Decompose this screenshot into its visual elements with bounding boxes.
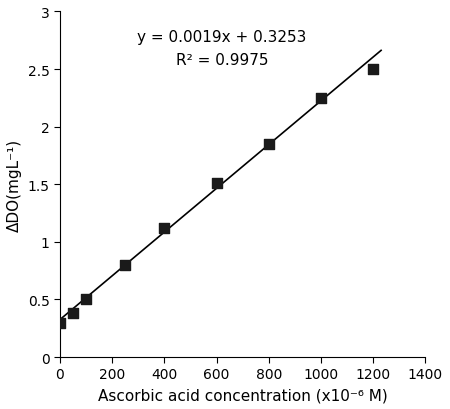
Point [317, 95, 324, 102]
Point [213, 180, 220, 187]
Point [265, 142, 272, 148]
Point [56, 319, 63, 326]
Point [161, 225, 168, 232]
Point [369, 67, 377, 73]
Text: R² = 0.9975: R² = 0.9975 [176, 53, 268, 67]
Point [69, 310, 76, 317]
X-axis label: Ascorbic acid concentration (x10⁻⁶ M): Ascorbic acid concentration (x10⁻⁶ M) [98, 387, 387, 402]
Text: y = 0.0019x + 0.3253: y = 0.0019x + 0.3253 [137, 29, 306, 45]
Y-axis label: ΔDO(mgL⁻¹): ΔDO(mgL⁻¹) [7, 138, 22, 231]
Point [122, 262, 129, 269]
Point [82, 297, 90, 303]
